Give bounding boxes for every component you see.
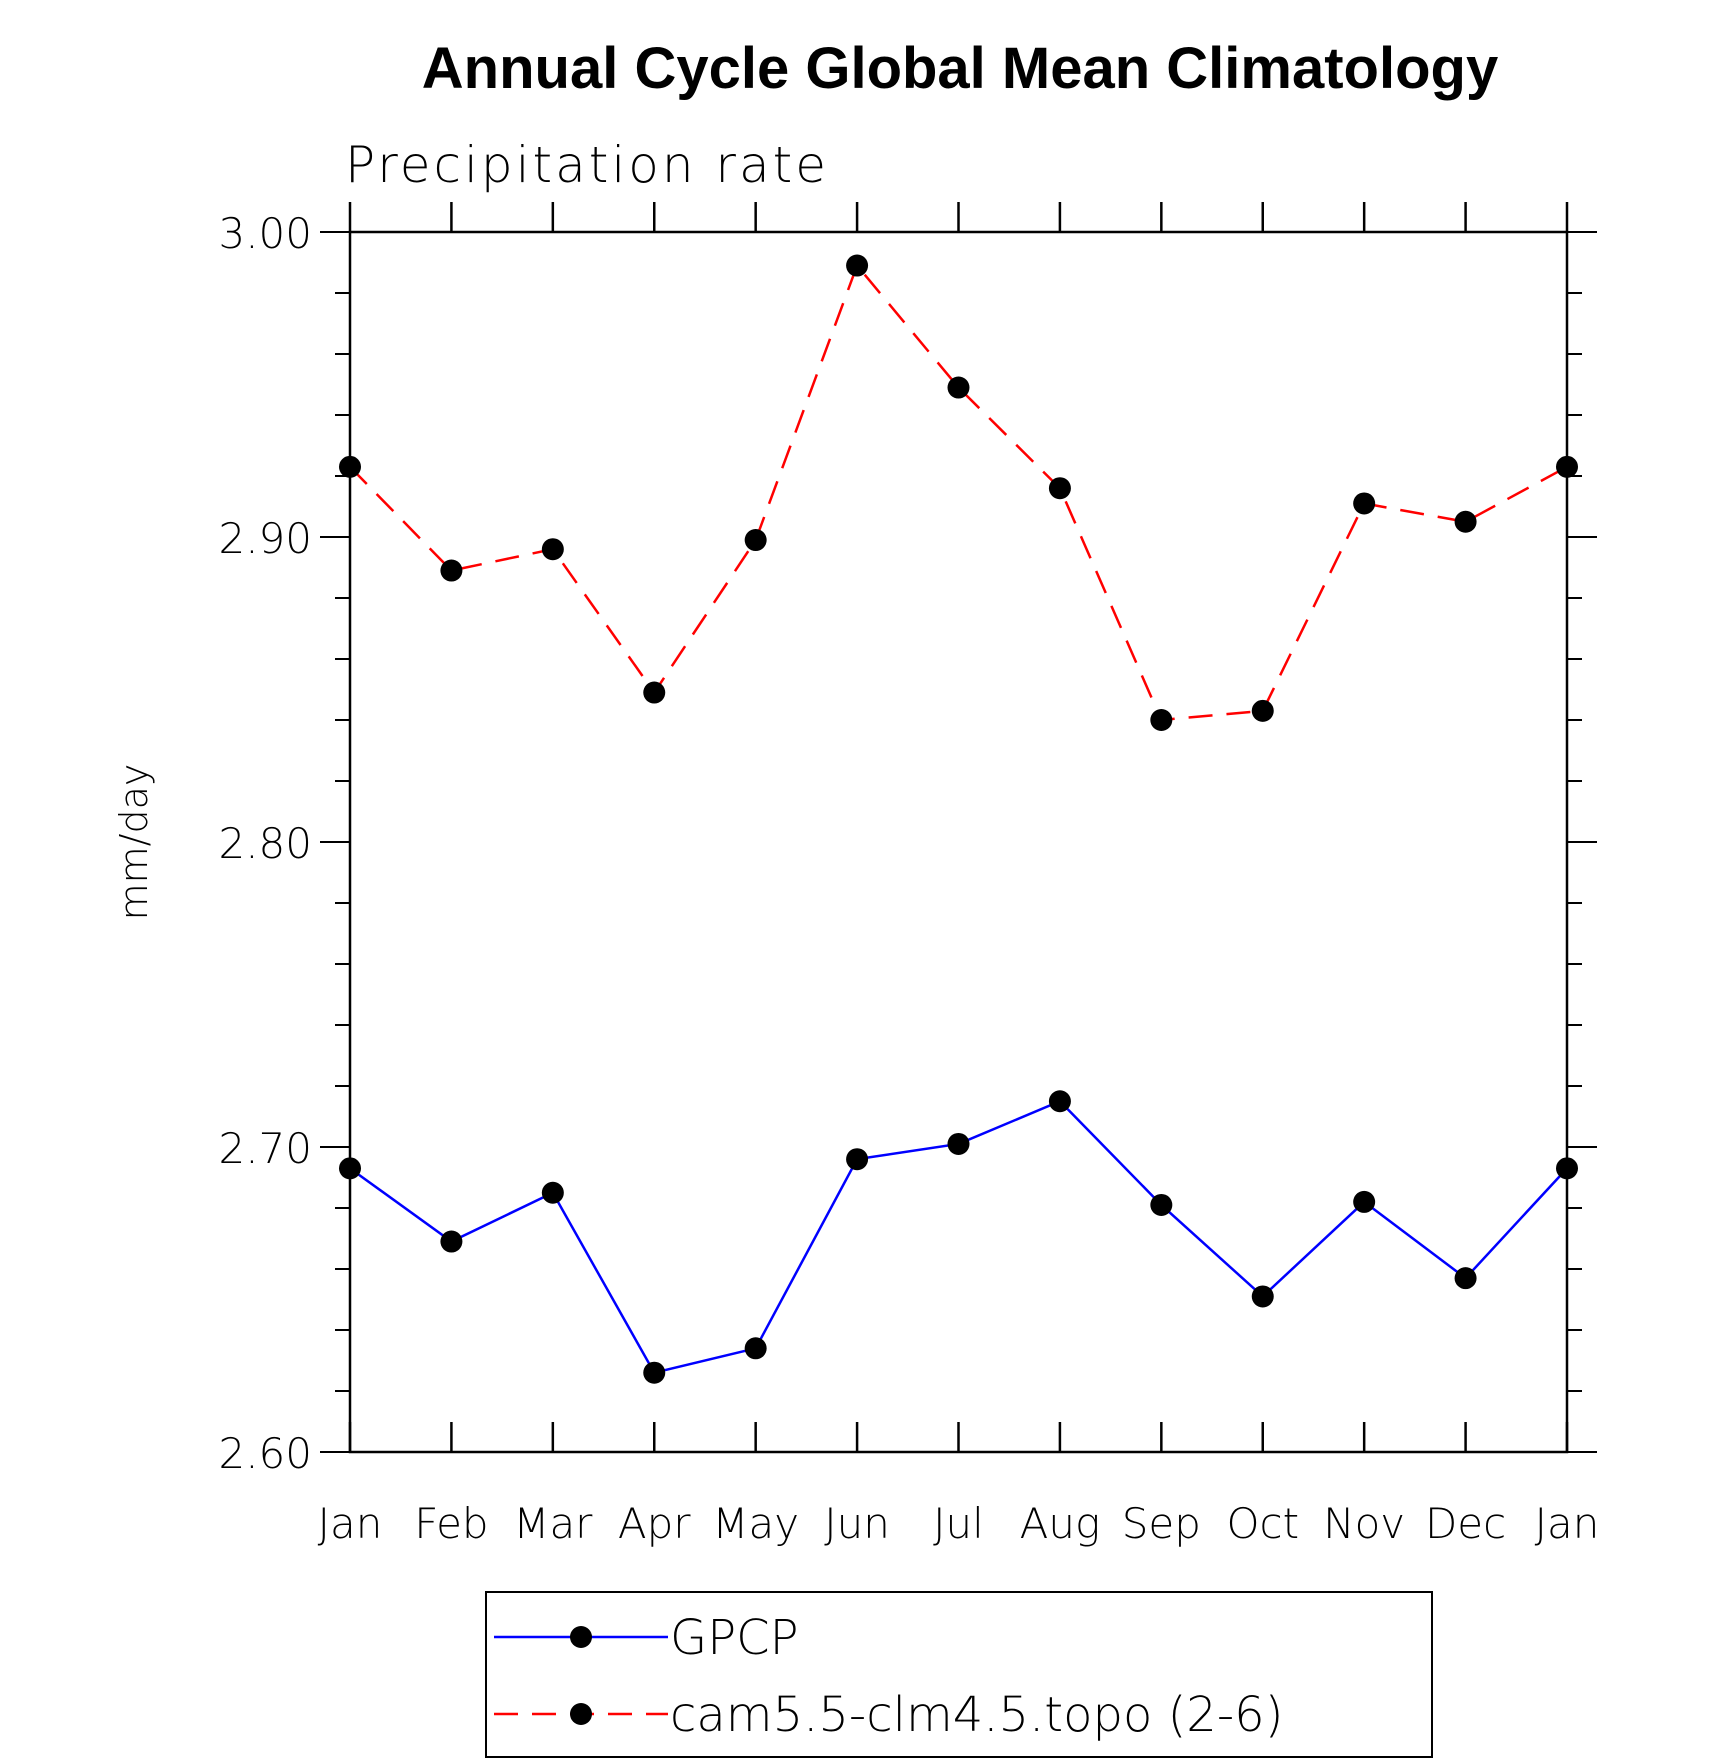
- x-tick-label: Aug: [1020, 1499, 1101, 1548]
- legend-label-gpcp: GPCP: [670, 1610, 799, 1666]
- data-point-1: [947, 376, 970, 399]
- legend-label-cam: cam5.5-clm4.5.topo (2-6): [670, 1687, 1283, 1743]
- data-point-0: [1556, 1157, 1578, 1180]
- legend-marker-cam: [570, 1703, 592, 1725]
- x-tick-label: Oct: [1226, 1499, 1299, 1548]
- data-point-1: [339, 455, 361, 478]
- data-point-0: [1454, 1267, 1477, 1290]
- data-point-0: [744, 1337, 767, 1360]
- chart-subtitle: Precipitation rate: [345, 136, 829, 194]
- data-point-0: [1048, 1090, 1071, 1113]
- y-axis-ticks: 2.60 2.70 2.80 2.90 3.00: [218, 209, 1597, 1478]
- data-point-0: [339, 1157, 361, 1180]
- data-point-1: [846, 254, 869, 277]
- y-tick-label: 3.00: [218, 209, 312, 258]
- data-point-1: [1556, 455, 1578, 478]
- data-point-1: [1454, 510, 1477, 533]
- data-point-1: [1048, 477, 1071, 500]
- data-point-1: [744, 529, 767, 552]
- x-tick-label: Sep: [1122, 1499, 1201, 1548]
- x-tick-label: Jan: [318, 1499, 383, 1548]
- series-layer: [339, 254, 1578, 1384]
- plot-frame: [348, 230, 1569, 1454]
- y-tick-label: 2.60: [218, 1429, 312, 1478]
- x-tick-label: Jan: [1535, 1499, 1600, 1548]
- x-tick-label: Apr: [618, 1499, 691, 1548]
- x-axis-ticks: Jan Feb Mar Apr May Jun Jul Aug Sep Oct Nov Dec Jan: [318, 202, 1600, 1548]
- data-point-0: [1353, 1190, 1376, 1213]
- data-point-0: [1150, 1193, 1173, 1216]
- x-tick-label: Dec: [1425, 1499, 1506, 1548]
- data-point-1: [1353, 492, 1376, 515]
- y-tick-label: 2.70: [218, 1124, 312, 1173]
- data-point-0: [1251, 1285, 1274, 1308]
- y-tick-label: 2.90: [218, 514, 312, 563]
- x-tick-label: Jul: [933, 1499, 984, 1548]
- data-point-0: [947, 1132, 970, 1155]
- x-tick-label: Jun: [824, 1499, 890, 1548]
- data-point-0: [541, 1181, 564, 1204]
- x-tick-label: Mar: [513, 1499, 593, 1548]
- series-line-1: [349, 263, 1568, 722]
- legend-box: [485, 1591, 1433, 1758]
- legend-marker-gpcp: [570, 1626, 592, 1648]
- data-point-1: [1150, 709, 1173, 731]
- data-point-1: [440, 559, 463, 582]
- legend: GPCP cam5.5-clm4.5.topo (2-6): [485, 1591, 1433, 1758]
- data-point-0: [846, 1148, 869, 1171]
- data-point-1: [643, 681, 666, 704]
- data-point-1: [541, 538, 564, 561]
- x-tick-label: May: [712, 1499, 799, 1548]
- data-point-0: [643, 1361, 666, 1384]
- data-point-0: [440, 1230, 463, 1253]
- x-tick-label: Nov: [1323, 1499, 1405, 1548]
- y-axis-label: mm/day: [112, 764, 156, 921]
- data-point-1: [1251, 699, 1274, 722]
- x-tick-label: Feb: [414, 1499, 488, 1548]
- y-tick-label: 2.80: [218, 819, 312, 868]
- chart-title: Annual Cycle Global Mean Climatology: [422, 36, 1498, 101]
